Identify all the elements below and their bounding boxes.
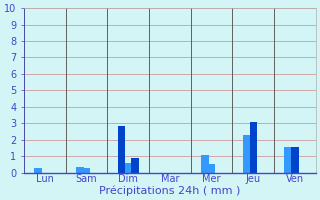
X-axis label: Précipitations 24h ( mm ): Précipitations 24h ( mm ) xyxy=(99,185,241,196)
Bar xyxy=(250,122,257,173)
Bar xyxy=(131,158,139,173)
Bar xyxy=(76,167,84,173)
Bar xyxy=(291,147,299,173)
Bar xyxy=(34,168,42,173)
Bar xyxy=(83,168,90,173)
Bar xyxy=(124,163,132,173)
Bar xyxy=(284,147,292,173)
Bar xyxy=(208,164,215,173)
Bar xyxy=(243,135,250,173)
Bar xyxy=(118,126,125,173)
Bar xyxy=(201,155,209,173)
